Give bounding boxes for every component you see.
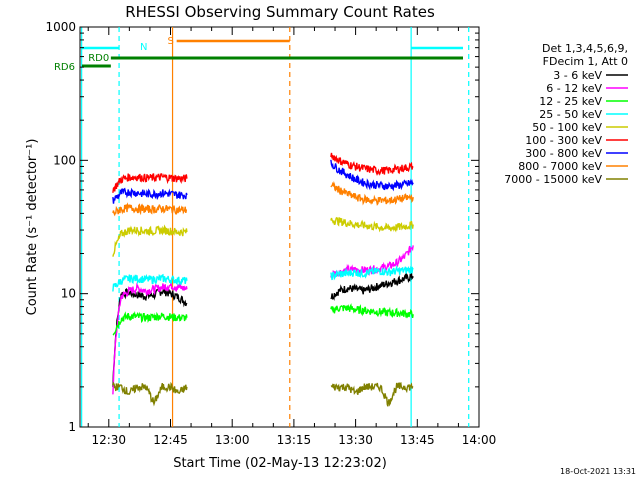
x-tick-label: 12:45 xyxy=(153,433,188,447)
series-line xyxy=(112,310,188,336)
annotation-label: RD0 xyxy=(88,53,109,64)
legend-entry: 6 - 12 keV xyxy=(546,82,602,95)
plot-area: N S RD0 RD6 xyxy=(54,27,470,427)
series-line xyxy=(112,202,188,217)
series-line xyxy=(112,381,188,407)
x-tick-label: 13:45 xyxy=(400,433,435,447)
y-tick-label: 1000 xyxy=(45,20,76,34)
legend-entry: 12 - 25 keV xyxy=(539,95,602,108)
series-line xyxy=(330,216,414,233)
x-tick-label: 13:00 xyxy=(215,433,250,447)
legend-entry: 3 - 6 keV xyxy=(553,69,602,82)
y-tick-label: 100 xyxy=(53,153,76,167)
series-line xyxy=(112,281,188,395)
series-line xyxy=(330,152,414,176)
legend-entry: 50 - 100 keV xyxy=(532,121,602,134)
x-tick-label: 12:30 xyxy=(91,433,126,447)
series-line xyxy=(112,173,188,193)
x-tick-label: 14:00 xyxy=(462,433,497,447)
series-line xyxy=(330,382,414,407)
y-axis-label: Count Rate (s⁻¹ detector⁻¹) xyxy=(25,139,40,316)
legend-entry: 25 - 50 keV xyxy=(539,108,602,121)
x-tick-label: 13:30 xyxy=(338,433,373,447)
chart-title: RHESSI Observing Summary Count Rates xyxy=(125,3,435,21)
x-axis-label: Start Time (02-May-13 12:23:02) xyxy=(173,456,387,471)
legend: Det 1,3,4,5,6,9,FDecim 1, Att 03 - 6 keV… xyxy=(504,42,628,186)
footer-timestamp: 18-Oct-2021 13:31 xyxy=(560,467,636,476)
y-tick-label: 10 xyxy=(61,287,76,301)
series-line xyxy=(112,187,188,204)
series-line xyxy=(330,272,414,301)
legend-entry: 7000 - 15000 keV xyxy=(504,173,602,186)
series-line xyxy=(330,181,414,206)
series-line xyxy=(330,264,414,281)
annotation-label: RD6 xyxy=(54,62,75,73)
legend-header: Det 1,3,4,5,6,9, xyxy=(542,42,628,55)
legend-entry: 800 - 7000 keV xyxy=(518,160,602,173)
annotation-label: N xyxy=(140,42,147,53)
legend-entry: 100 - 300 keV xyxy=(525,134,602,147)
legend-header: FDecim 1, Att 0 xyxy=(543,55,628,68)
series-line xyxy=(330,303,414,319)
legend-entry: 300 - 800 keV xyxy=(525,147,602,160)
plot-frame xyxy=(79,26,480,428)
x-tick-label: 13:15 xyxy=(277,433,312,447)
series-line xyxy=(112,273,188,292)
y-tick-label: 1 xyxy=(68,420,76,434)
series-line xyxy=(330,159,414,192)
annotation-label: S xyxy=(167,36,173,47)
series-line xyxy=(112,287,188,387)
series-line xyxy=(112,224,188,257)
axis-ticks: 1 10 100 1000 12:30 12:45 13:00 13:15 13:30 13:45… xyxy=(45,20,496,447)
